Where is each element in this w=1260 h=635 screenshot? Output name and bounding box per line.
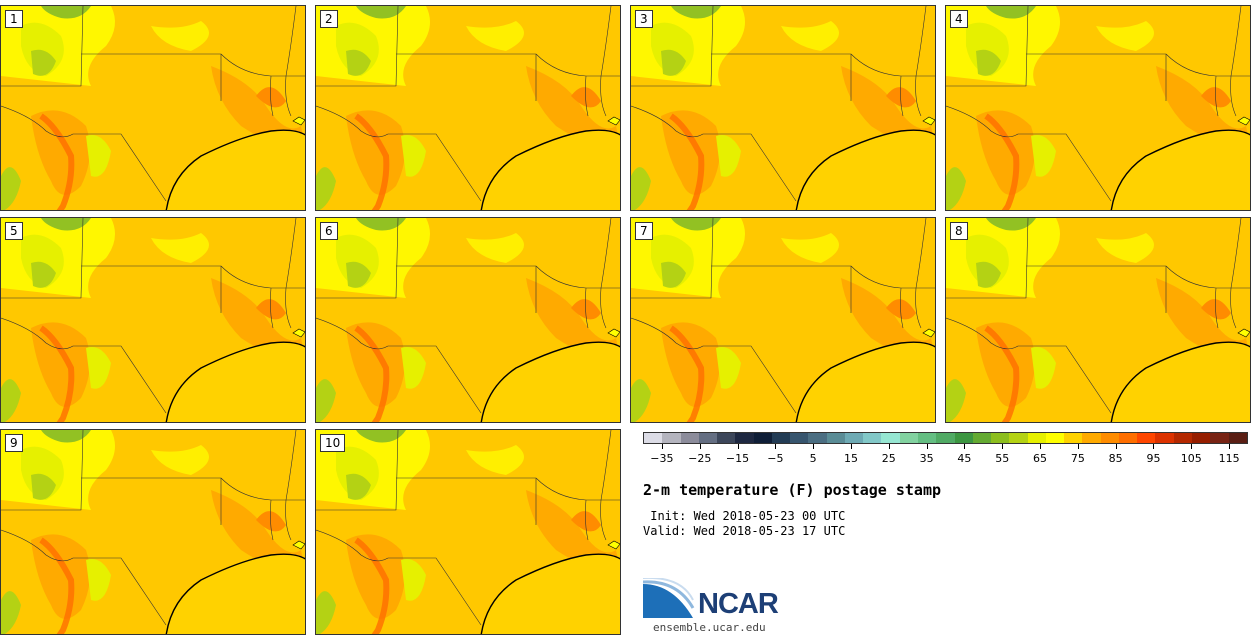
map-panel: 10: [315, 429, 621, 635]
colorbar-segment: [808, 433, 827, 443]
colorbar-segment: [844, 433, 864, 443]
colorbar-tick: [737, 444, 739, 449]
colorbar-tick: [850, 444, 852, 449]
colorbar-segment: [717, 433, 736, 443]
colorbar-segment: [917, 433, 937, 443]
colorbar-tick: [661, 444, 663, 449]
map-panel: 5: [0, 217, 306, 423]
colorbar-segment: [1191, 433, 1211, 443]
colorbar-segment: [771, 433, 791, 443]
colorbar-ticks: −35 −25 −15 −5 5 15 25 35 45 55 65 75 85 95 105 115: [643, 444, 1248, 465]
colorbar-tick: [699, 444, 701, 449]
colorbar-tick: [964, 444, 966, 449]
colorbar-segment: [972, 433, 992, 443]
colorbar-segment: [954, 433, 973, 443]
colorbar-tick-label: 5: [809, 452, 817, 465]
colorbar-tick: [813, 444, 815, 449]
ncar-logo-icon: [643, 578, 695, 618]
map-panel: 6: [315, 217, 621, 423]
panel-number: 6: [320, 222, 338, 240]
panel-number: 10: [320, 434, 346, 452]
colorbar-tick-label: −25: [688, 452, 712, 465]
colorbar-segment: [936, 433, 955, 443]
colorbar-tick-label: −5: [767, 452, 784, 465]
colorbar-segment: [1100, 433, 1119, 443]
colorbar-tick: [1040, 444, 1042, 449]
map-panel: 2: [315, 5, 621, 211]
colorbar-tick: [888, 444, 890, 449]
colorbar-segment: [662, 433, 681, 443]
colorbar-tick-label: 95: [1146, 452, 1161, 465]
colorbar-segment: [1064, 433, 1083, 443]
colorbar-segment: [863, 433, 882, 443]
colorbar: [643, 432, 1248, 444]
init-time: Init: Wed 2018-05-23 00 UTC: [643, 509, 846, 523]
colorbar-segment: [1228, 433, 1247, 443]
figure-title: 2-m temperature (F) postage stamp: [643, 481, 942, 499]
colorbar-segment: [644, 433, 663, 443]
colorbar-tick-label: 35: [919, 452, 934, 465]
colorbar-tick-label: 75: [1070, 452, 1085, 465]
colorbar-segment: [698, 433, 718, 443]
colorbar-segment: [826, 433, 845, 443]
panel-number: 1: [5, 10, 23, 28]
colorbar-segment: [1210, 433, 1229, 443]
colorbar-segment: [680, 433, 699, 443]
colorbar-segment: [735, 433, 754, 443]
colorbar-segment: [1045, 433, 1065, 443]
map-panel: 3: [630, 5, 936, 211]
colorbar-segment: [1118, 433, 1138, 443]
colorbar-tick-label: 115: [1218, 452, 1240, 465]
colorbar-tick-label: 105: [1180, 452, 1202, 465]
map-panel: 1: [0, 5, 306, 211]
colorbar-segment: [753, 433, 772, 443]
colorbar-tick: [1153, 444, 1155, 449]
panel-number: 3: [635, 10, 653, 28]
colorbar-tick-label: 45: [957, 452, 972, 465]
colorbar-segment: [1027, 433, 1046, 443]
colorbar-segment: [1173, 433, 1192, 443]
panel-number: 8: [950, 222, 968, 240]
colorbar-segment: [881, 433, 900, 443]
logo-url: ensemble.ucar.edu: [653, 621, 766, 634]
colorbar-tick-label: 55: [995, 452, 1010, 465]
colorbar-segment: [899, 433, 918, 443]
colorbar-segment: [1009, 433, 1028, 443]
colorbar-tick-label: 25: [881, 452, 896, 465]
valid-time: Valid: Wed 2018-05-23 17 UTC: [643, 524, 846, 538]
colorbar-tick: [1191, 444, 1193, 449]
colorbar-segment: [1137, 433, 1156, 443]
colorbar-segment: [790, 433, 809, 443]
map-panel: 4: [945, 5, 1251, 211]
logo-text: NCAR: [698, 588, 779, 620]
colorbar-segment: [1082, 433, 1101, 443]
panel-number: 9: [5, 434, 23, 452]
colorbar-tick-label: −15: [725, 452, 750, 465]
colorbar-tick-label: −35: [650, 452, 674, 465]
colorbar-tick: [1115, 444, 1117, 449]
colorbar-segment: [991, 433, 1010, 443]
map-panel: 7: [630, 217, 936, 423]
map-panel: 9: [0, 429, 306, 635]
panel-number: 7: [635, 222, 653, 240]
colorbar-tick: [926, 444, 928, 449]
colorbar-tick: [1229, 444, 1231, 449]
colorbar-segment: [1155, 433, 1174, 443]
map-panel: 8: [945, 217, 1251, 423]
colorbar-tick: [1077, 444, 1079, 449]
colorbar-tick: [775, 444, 777, 449]
panel-number: 2: [320, 10, 338, 28]
colorbar-tick: [1002, 444, 1004, 449]
panel-number: 5: [5, 222, 23, 240]
panel-number: 4: [950, 10, 968, 28]
colorbar-tick-label: 65: [1033, 452, 1048, 465]
colorbar-tick-label: 15: [843, 452, 858, 465]
colorbar-tick-label: 85: [1108, 452, 1123, 465]
